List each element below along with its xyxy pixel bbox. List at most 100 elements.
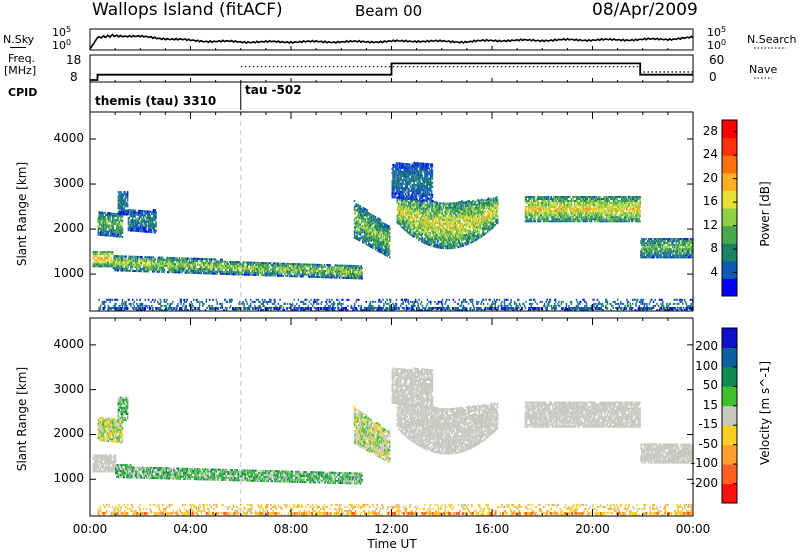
- heatmap-cell: [486, 225, 488, 228]
- heatmap-cell: [310, 271, 312, 274]
- heatmap-cell: [151, 262, 153, 265]
- heatmap-cell: [93, 263, 95, 266]
- heatmap-cell: [108, 228, 110, 231]
- heatmap-cell: [144, 270, 146, 273]
- heatmap-cell: [112, 229, 115, 231]
- heatmap-cell: [106, 259, 109, 262]
- heatmap-cell: [126, 265, 128, 268]
- heatmap-cell: [398, 168, 400, 171]
- heatmap-cell: [127, 221, 130, 224]
- heatmap-cell: [168, 263, 171, 265]
- heatmap-cell: [104, 230, 106, 233]
- heatmap-cell: [122, 255, 125, 258]
- heatmap-cell: [443, 245, 445, 248]
- heatmap-cell: [219, 264, 221, 267]
- heatmap-cell: [450, 243, 452, 246]
- heatmap-cell: [266, 274, 269, 277]
- heatmap-cell: [219, 272, 222, 275]
- heatmap-cell: [139, 228, 141, 231]
- heatmap-cell: [168, 265, 171, 267]
- heatmap-cell: [420, 212, 423, 214]
- heatmap-cell: [434, 223, 436, 226]
- heatmap-cell: [110, 251, 113, 254]
- heatmap-cell: [120, 263, 122, 266]
- heatmap-cell: [100, 263, 103, 266]
- heatmap-cell: [115, 223, 117, 226]
- heatmap-cell: [144, 214, 146, 217]
- heatmap-cell: [135, 270, 137, 272]
- heatmap-cell: [358, 265, 360, 268]
- heatmap-cell: [117, 259, 120, 262]
- heatmap-cell: [404, 226, 406, 229]
- heatmap-cell: [131, 221, 134, 224]
- heatmap-cell: [115, 269, 117, 272]
- heatmap-cell: [472, 240, 475, 243]
- heatmap-cell: [104, 234, 106, 237]
- heatmap-cell: [475, 230, 477, 233]
- heatmap-cell: [106, 224, 109, 227]
- heatmap-cell: [315, 263, 317, 266]
- heatmap-cell: [136, 224, 139, 226]
- heatmap-cell: [121, 219, 124, 222]
- heatmap-cell: [229, 269, 232, 272]
- heatmap-cell: [150, 229, 152, 232]
- heatmap-cell: [222, 272, 224, 275]
- heatmap-cell: [134, 221, 136, 224]
- heatmap-cell: [218, 262, 220, 265]
- heatmap-cell: [280, 270, 282, 273]
- heatmap-cell: [450, 204, 452, 207]
- heatmap-cell: [438, 214, 440, 217]
- heatmap-cell: [171, 263, 173, 266]
- heatmap-cell: [345, 272, 347, 275]
- heatmap-cell: [107, 226, 110, 229]
- heatmap-cell: [193, 261, 195, 264]
- heatmap-cell: [426, 237, 429, 240]
- heatmap-cell: [123, 259, 125, 262]
- heatmap-cell: [198, 268, 200, 270]
- heatmap-cell: [121, 197, 124, 200]
- heatmap-cell: [160, 264, 162, 267]
- heatmap-cell: [99, 223, 101, 226]
- heatmap-cell: [128, 263, 130, 266]
- heatmap-cell: [455, 206, 457, 209]
- heatmap-cell: [102, 213, 105, 216]
- heatmap-cell: [120, 219, 122, 222]
- heatmap-cell: [112, 214, 115, 217]
- heatmap-cell: [208, 260, 211, 263]
- heatmap-cell: [125, 193, 127, 196]
- heatmap-cell: [130, 209, 132, 212]
- heatmap-cell: [420, 203, 422, 206]
- heatmap-cell: [116, 265, 118, 268]
- heatmap-cell: [456, 236, 458, 239]
- heatmap-cell: [93, 251, 95, 254]
- heatmap-cell: [309, 263, 311, 266]
- heatmap-cell: [133, 227, 136, 230]
- heatmap-cell: [111, 228, 114, 231]
- heatmap-cell: [234, 267, 236, 270]
- heatmap-cell: [203, 264, 206, 267]
- heatmap-cell: [404, 191, 406, 194]
- heatmap-cell: [440, 210, 442, 213]
- heatmap-cell: [221, 272, 223, 275]
- heatmap-cell: [419, 231, 421, 234]
- heatmap-cell: [355, 269, 357, 272]
- heatmap-cell: [131, 209, 134, 212]
- heatmap-cell: [458, 223, 460, 226]
- heatmap-cell: [136, 223, 138, 226]
- heatmap-cell: [137, 213, 140, 216]
- heatmap-cell: [140, 214, 142, 217]
- heatmap-cell: [352, 269, 354, 272]
- heatmap-cell: [457, 203, 460, 206]
- heatmap-cell: [349, 269, 352, 271]
- heatmap-cell: [444, 216, 446, 219]
- heatmap-cell: [157, 260, 160, 263]
- heatmap-cell: [332, 272, 334, 275]
- heatmap-cell: [415, 233, 418, 236]
- heatmap-cell: [167, 269, 170, 272]
- heatmap-cell: [389, 236, 391, 238]
- heatmap-cell: [201, 258, 203, 260]
- heatmap-cell: [131, 211, 133, 214]
- heatmap-cell: [120, 255, 122, 258]
- heatmap-cell: [343, 276, 346, 279]
- heatmap-cell: [191, 259, 193, 262]
